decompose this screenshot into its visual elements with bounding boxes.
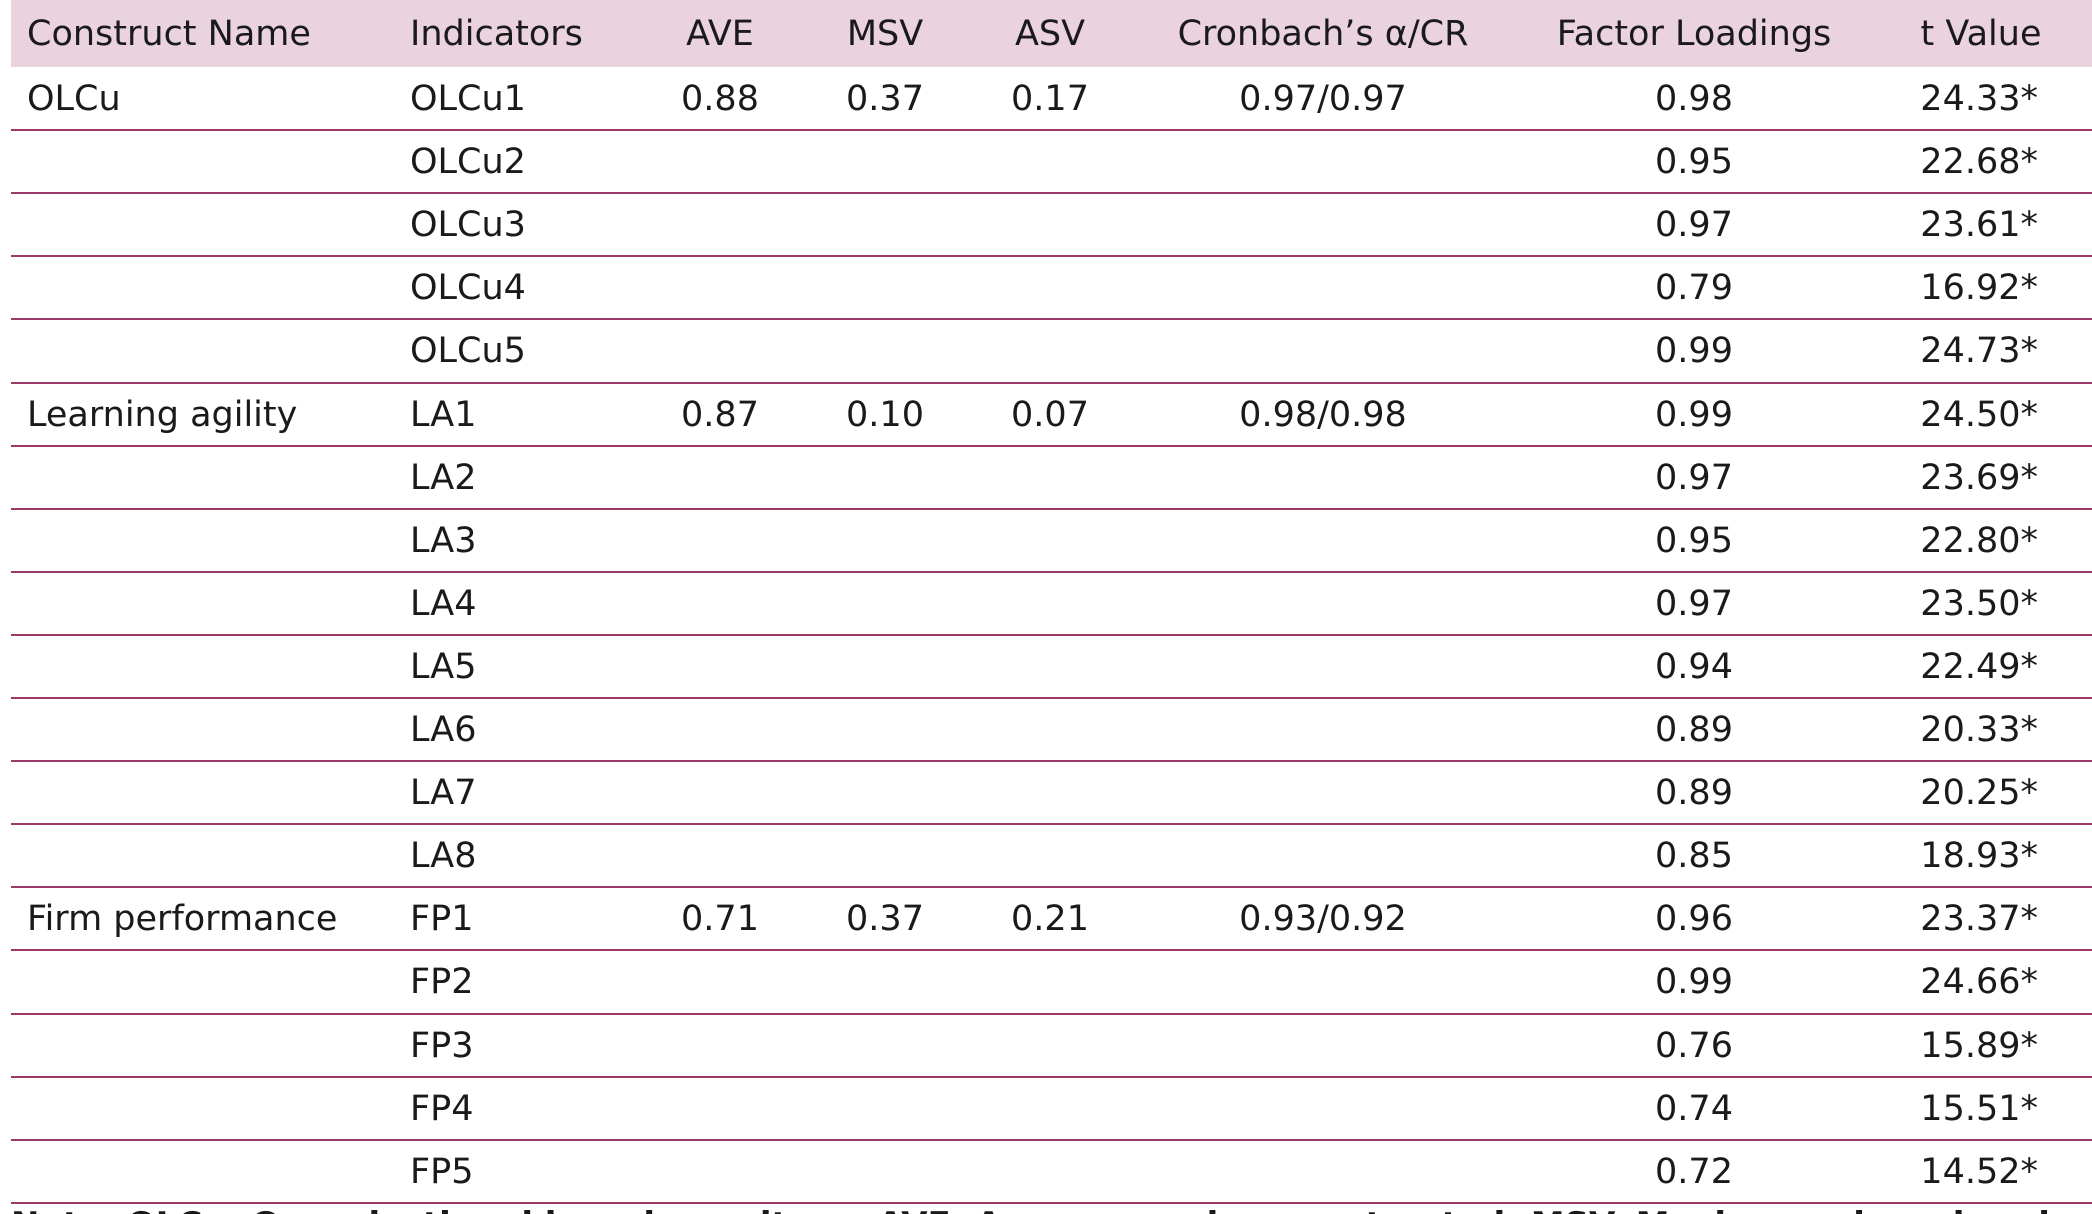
table-cell: LA5 [410, 646, 477, 687]
table-cell: 24.33* [1920, 79, 2038, 119]
row-divider [11, 633, 2092, 636]
table-cell: LA6 [410, 710, 477, 750]
row-divider [11, 886, 2092, 889]
table-cell: OLCu1 [410, 79, 526, 119]
table-cell: 0.74 [1655, 1088, 1733, 1129]
header-band [11, 0, 2092, 67]
row-divider [11, 381, 2092, 384]
table-cell: 20.33* [1920, 710, 2038, 750]
table-cell: 15.89* [1920, 1025, 2038, 1066]
table-cell: LA3 [410, 520, 477, 561]
table-cell: 0.85 [1655, 836, 1733, 877]
table-cell: 0.72 [1655, 1151, 1733, 1192]
table-cell: 0.99 [1655, 331, 1733, 372]
table-cell: 23.61* [1920, 205, 2038, 246]
table-cell: 0.87 [681, 394, 759, 435]
table-cell: 0.96 [1655, 899, 1733, 940]
table-cell: LA7 [410, 773, 477, 814]
table-cell: 24.73* [1920, 331, 2038, 372]
table-cell: 23.37* [1920, 899, 2038, 940]
table-cell: 0.95 [1655, 142, 1733, 183]
table-cell: OLCu5 [410, 331, 526, 372]
row-divider [11, 1075, 2092, 1078]
table-cell: 0.97 [1655, 205, 1733, 246]
table-cell: 0.98/0.98 [1239, 394, 1407, 435]
table-cell: FP1 [410, 899, 474, 940]
row-divider [11, 192, 2092, 195]
table-cell: 0.99 [1655, 394, 1733, 435]
row-divider [11, 1012, 2092, 1015]
table-cell: 0.07 [1011, 394, 1089, 435]
row-divider [11, 949, 2092, 952]
table-cell: 0.89 [1655, 710, 1733, 750]
column-header: ASV [1014, 14, 1086, 54]
table-cell: 16.92* [1920, 268, 2038, 309]
column-header: Cronbach’s α/CR [1177, 14, 1469, 54]
table-cell: FP5 [410, 1151, 474, 1192]
row-divider [11, 444, 2092, 447]
table-cell: Firm performance [27, 899, 338, 940]
table-cell: OLCu4 [410, 268, 526, 309]
row-divider [11, 1201, 2092, 1204]
table-cell: 0.17 [1011, 79, 1089, 119]
table-cell: 24.66* [1920, 962, 2038, 1003]
column-header: Construct Name [27, 14, 311, 54]
table-cell: 0.37 [846, 899, 924, 940]
table-cell: 0.21 [1011, 899, 1089, 940]
row-divider [11, 255, 2092, 258]
table-cell: 0.97 [1655, 457, 1733, 498]
table-cell: 24.50* [1920, 394, 2038, 435]
row-divider [11, 129, 2092, 132]
column-header: Factor Loadings [1556, 14, 1832, 54]
row-divider [11, 318, 2092, 321]
table-cell: 20.25* [1920, 773, 2038, 814]
row-divider [11, 507, 2092, 510]
table-cell: 0.97/0.97 [1239, 79, 1407, 119]
table-cell: LA4 [410, 583, 477, 624]
table-cell: 0.89 [1655, 773, 1733, 814]
table-cell: 23.50* [1920, 583, 2038, 624]
table-cell: 0.37 [846, 79, 924, 119]
table-cell: 22.49* [1920, 646, 2038, 687]
table-cell: OLCu [27, 79, 121, 119]
table-cell: 0.10 [846, 394, 924, 435]
table-cell: 0.98 [1655, 79, 1733, 119]
table-cell: FP2 [410, 962, 474, 1003]
row-divider [11, 1138, 2092, 1141]
table-cell: 0.79 [1655, 268, 1733, 309]
table-note: Note. OLCu, Organizational learning cult… [11, 1205, 2092, 1214]
table-cell: 23.69* [1920, 457, 2038, 498]
table-cell: 14.52* [1920, 1151, 2038, 1192]
table-cell: FP3 [410, 1025, 474, 1066]
table-cell: 15.51* [1920, 1088, 2038, 1129]
column-header: t Value [1920, 14, 2042, 54]
table-cell: OLCu3 [410, 205, 526, 246]
table-cell: 0.93/0.92 [1239, 899, 1407, 940]
column-header: MSV [846, 14, 924, 54]
table-cell: 0.99 [1655, 962, 1733, 1003]
table-cell: 18.93* [1920, 836, 2038, 877]
table-cell: OLCu2 [410, 142, 526, 183]
table-cell: LA8 [410, 836, 477, 877]
table-cell: 0.95 [1655, 520, 1733, 561]
table-cell: Learning agility [27, 394, 298, 435]
column-header: Indicators [410, 14, 583, 54]
table-cell: 22.68* [1920, 142, 2038, 183]
row-divider [11, 760, 2092, 763]
table-cell: LA1 [410, 394, 477, 435]
row-divider [11, 823, 2092, 826]
table-cell: 0.88 [681, 79, 759, 119]
row-divider [11, 697, 2092, 699]
table-cell: FP4 [410, 1088, 474, 1129]
table-cell: 0.76 [1655, 1025, 1733, 1066]
table-cell: 0.94 [1655, 646, 1733, 687]
row-divider [11, 570, 2092, 573]
table-cell: 0.71 [681, 899, 759, 940]
table-cell: 0.97 [1655, 583, 1733, 624]
table-cell: 22.80* [1920, 520, 2038, 561]
table-cell: LA2 [410, 457, 477, 498]
column-header: AVE [686, 14, 754, 54]
